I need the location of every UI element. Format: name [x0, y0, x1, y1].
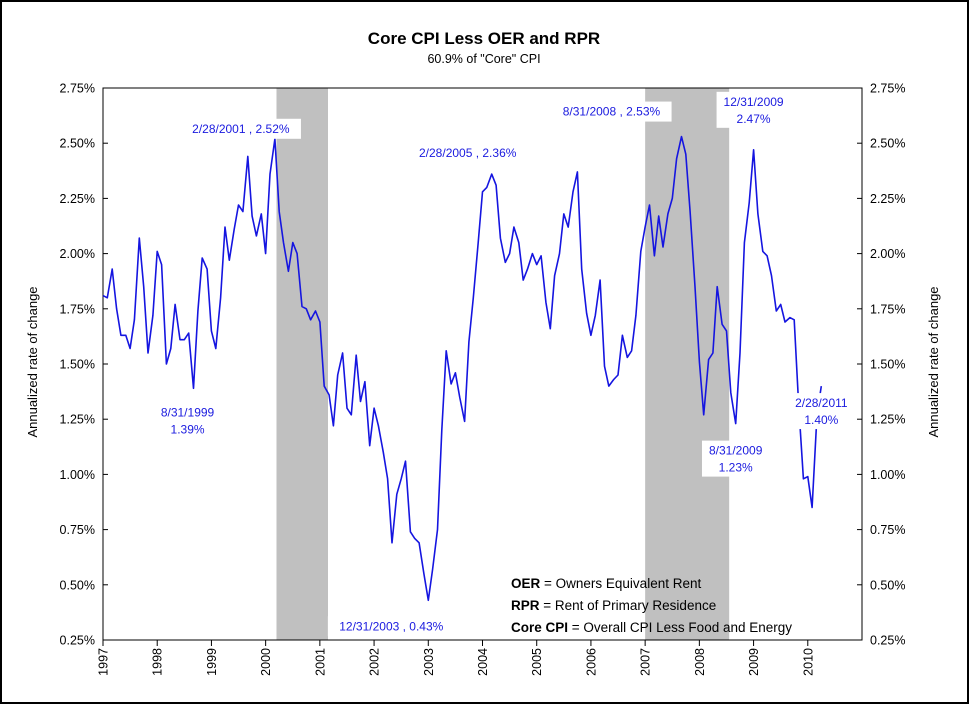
x-tick-label: 1999: [205, 648, 219, 676]
legend-definition: = Overall CPI Less Food and Energy: [568, 620, 792, 635]
legend-entry: Core CPI = Overall CPI Less Food and Ene…: [511, 620, 792, 635]
annotation-label: 2/28/2001 , 2.52%: [192, 122, 290, 136]
annotation-bg: [180, 118, 301, 139]
annotation-bg: [551, 101, 672, 122]
y-tick-label-left: 2.75%: [60, 82, 95, 96]
legend-entry: RPR = Rent of Primary Residence: [511, 598, 716, 613]
y-axis-label-right: Annualized rate of change: [926, 286, 941, 437]
x-tick-label: 2010: [801, 648, 815, 676]
y-tick-label-left: 0.50%: [60, 578, 95, 592]
annotation-label: 8/31/2009: [709, 444, 763, 458]
x-tick-label: 1997: [97, 648, 111, 676]
y-tick-label-right: 1.75%: [870, 302, 905, 316]
legend-definition: = Owners Equivalent Rent: [540, 576, 701, 591]
y-tick-label-left: 1.75%: [60, 302, 95, 316]
legend-term: RPR: [511, 598, 540, 613]
annotation-bg: [701, 440, 770, 477]
annotation-label: 8/31/1999: [161, 405, 215, 419]
y-tick-label-right: 0.25%: [870, 634, 905, 648]
annotation-bg: [787, 393, 856, 430]
x-tick-label: 1998: [151, 648, 165, 676]
annotation-label: 2.47%: [737, 112, 771, 126]
x-tick-label: 2005: [530, 648, 544, 676]
x-tick-label: 2002: [368, 648, 382, 676]
plot-area: [102, 87, 863, 641]
annotation-bg: [407, 143, 528, 164]
x-tick-label: 2007: [639, 648, 653, 676]
legend-entry: OER = Owners Equivalent Rent: [511, 576, 701, 591]
annotation-bg: [153, 402, 222, 439]
x-tick-label: 2008: [693, 648, 707, 676]
y-tick-label-left: 2.00%: [60, 247, 95, 261]
annotation-label: 12/31/2009: [724, 95, 784, 109]
annotation-label: 12/31/2003 , 0.43%: [339, 619, 443, 633]
legend-term: Core CPI: [511, 620, 568, 635]
annotation-label: 8/31/2008 , 2.53%: [563, 105, 661, 119]
y-tick-label-left: 0.75%: [60, 523, 95, 537]
y-tick-label-right: 2.00%: [870, 247, 905, 261]
x-tick-label: 2006: [584, 648, 598, 676]
series-line: [102, 135, 823, 602]
y-tick-label-right: 1.25%: [870, 413, 905, 427]
y-tick-label-right: 2.75%: [870, 82, 905, 96]
x-tick-label: 2004: [476, 648, 490, 676]
legend-term: OER: [511, 576, 541, 591]
y-tick-label-right: 2.25%: [870, 192, 905, 206]
annotation-bg: [716, 91, 791, 128]
y-tick-label-right: 1.50%: [870, 358, 905, 372]
x-tick-label: 2003: [422, 648, 436, 676]
annotation-label: 1.40%: [804, 413, 838, 427]
y-tick-label-right: 2.50%: [870, 137, 905, 151]
y-tick-label-right: 1.00%: [870, 468, 905, 482]
x-tick-label: 2001: [313, 648, 327, 676]
y-tick-label-right: 0.75%: [870, 523, 905, 537]
annotation-bg: [327, 616, 455, 637]
y-tick-label-left: 1.25%: [60, 413, 95, 427]
x-tick-label: 2009: [747, 648, 761, 676]
x-tick-label: 2000: [259, 648, 273, 676]
y-tick-label-right: 0.50%: [870, 578, 905, 592]
y-tick-label-left: 1.50%: [60, 358, 95, 372]
y-tick-label-left: 2.50%: [60, 137, 95, 151]
y-tick-label-left: 2.25%: [60, 192, 95, 206]
chart-subtitle: 60.9% of "Core" CPI: [427, 52, 540, 66]
chart-title: Core CPI Less OER and RPR: [368, 29, 600, 48]
annotation-label: 1.23%: [719, 461, 753, 475]
y-tick-label-left: 1.00%: [60, 468, 95, 482]
annotation-label: 2/28/2005 , 2.36%: [419, 146, 517, 160]
recession-band: [276, 88, 328, 640]
legend-definition: = Rent of Primary Residence: [540, 598, 717, 613]
annotation-label: 1.39%: [171, 422, 205, 436]
annotation-label: 2/28/2011: [795, 396, 848, 410]
y-axis-label-left: Annualized rate of change: [25, 286, 40, 437]
y-tick-label-left: 0.25%: [60, 634, 95, 648]
